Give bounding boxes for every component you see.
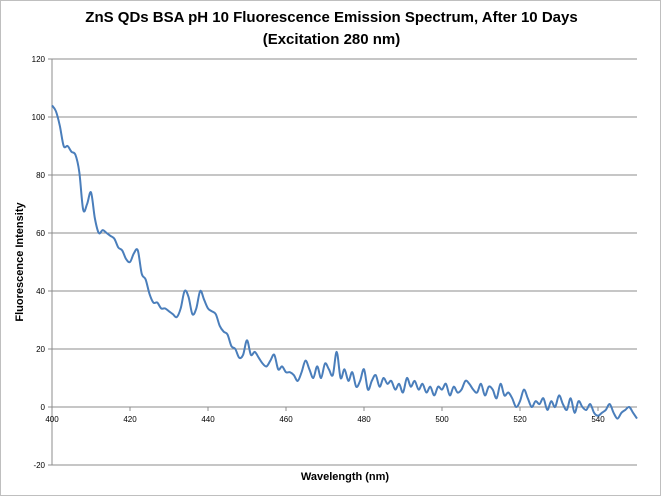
y-tick-label: -20	[33, 461, 45, 470]
x-tick-label: 420	[123, 415, 137, 424]
y-axis-title: Fluorescence Intensity	[14, 202, 26, 322]
x-axis-title: Wavelength (nm)	[301, 471, 390, 483]
tick-labels: -20 0 20 40 60 80 100 120 400 420 440 460 480 500 520 5…	[32, 55, 606, 470]
x-tick-label: 440	[201, 415, 215, 424]
series-line-emission	[51, 104, 638, 420]
y-tick-label: 0	[41, 403, 46, 412]
y-tick-label: 100	[32, 113, 46, 122]
y-tick-label: 40	[36, 287, 45, 296]
x-tick-label: 460	[279, 415, 293, 424]
x-tick-label: 540	[591, 415, 605, 424]
chart-subtitle: (Excitation 280 nm)	[262, 31, 401, 48]
y-tick-label: 120	[32, 55, 46, 64]
x-tick-label: 480	[357, 415, 371, 424]
chart-title: ZnS QDs BSA pH 10 Fluorescence Emission …	[85, 9, 578, 26]
y-tick-label: 20	[36, 345, 45, 354]
axes	[48, 58, 637, 466]
series-layer	[51, 104, 638, 420]
y-tick-label: 80	[36, 171, 45, 180]
x-tick-label: 520	[513, 415, 527, 424]
x-tick-label: 500	[435, 415, 449, 424]
x-tick-label: 400	[45, 415, 59, 424]
y-tick-label: 60	[36, 229, 45, 238]
